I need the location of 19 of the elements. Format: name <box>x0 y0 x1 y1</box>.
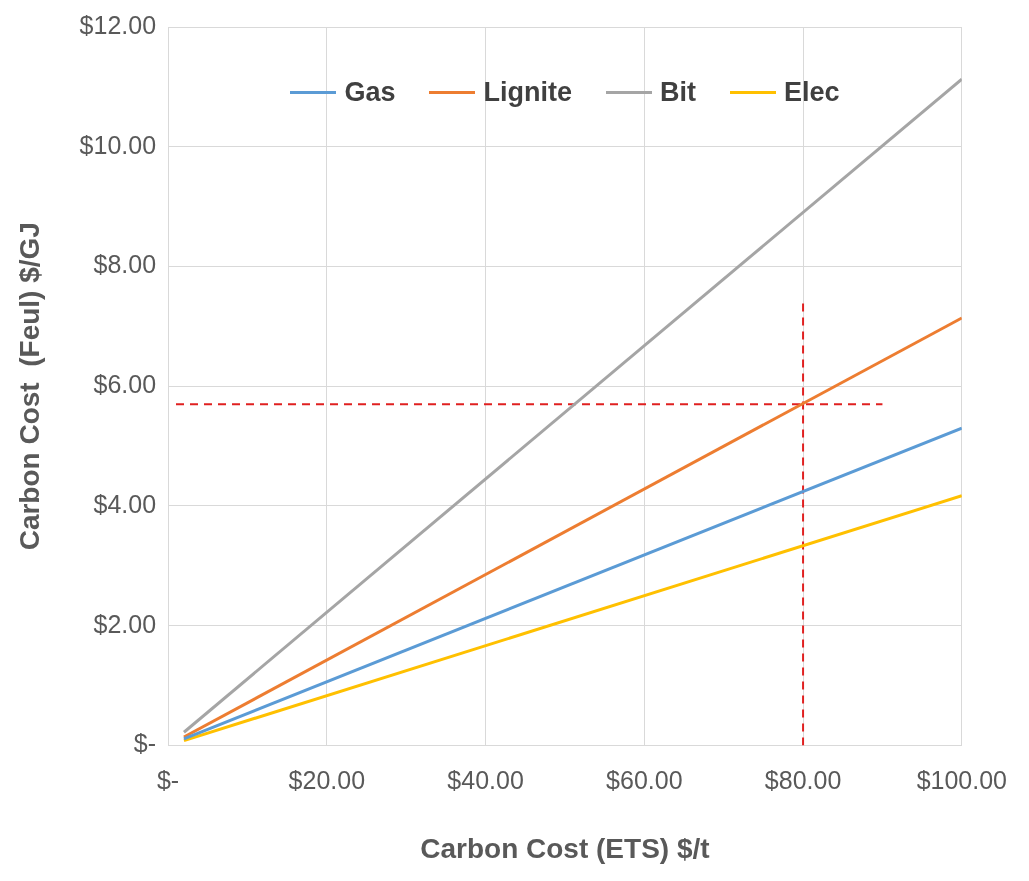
x-axis-title: Carbon Cost (ETS) $/t <box>420 832 710 864</box>
y-tick-label: $4.00 <box>93 489 157 518</box>
y-axis-title: Carbon Cost (Feul) $/GJ <box>13 222 45 551</box>
legend-label: Bit <box>659 77 696 108</box>
legend-label: Elec <box>783 77 840 108</box>
x-tick-label: $- <box>156 766 180 795</box>
x-tick-label: $20.00 <box>288 766 366 795</box>
y-tick-label: $8.00 <box>93 250 157 279</box>
y-tick-label: $2.00 <box>93 609 157 638</box>
y-tick-label: $10.00 <box>79 130 157 159</box>
legend-label: Lignite <box>483 77 572 108</box>
y-tick-label: $12.00 <box>79 10 157 39</box>
x-tick-label: $80.00 <box>764 766 842 795</box>
x-tick-label: $60.00 <box>606 766 683 795</box>
y-tick-label: $- <box>133 729 157 758</box>
y-tick-label: $6.00 <box>93 370 157 399</box>
x-tick-label: $40.00 <box>447 766 524 795</box>
legend-label: Gas <box>344 77 396 108</box>
x-tick-label: $100.00 <box>916 766 1007 795</box>
